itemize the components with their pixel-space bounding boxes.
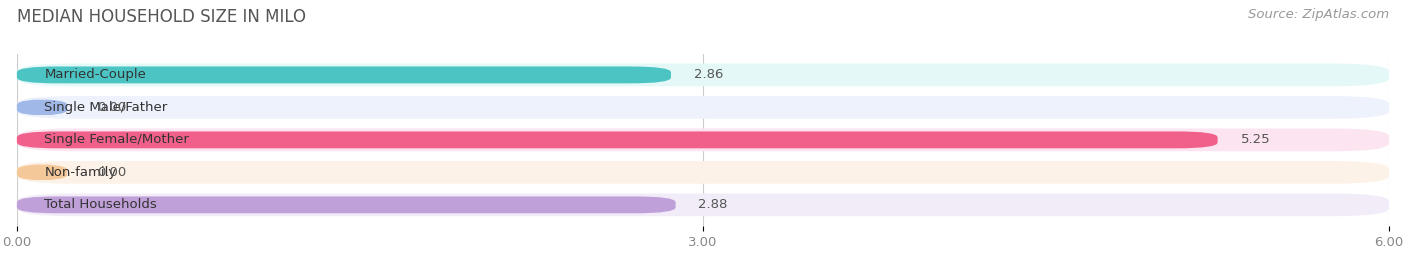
- FancyBboxPatch shape: [17, 66, 671, 83]
- Text: MEDIAN HOUSEHOLD SIZE IN MILO: MEDIAN HOUSEHOLD SIZE IN MILO: [17, 8, 307, 26]
- Text: 0.00: 0.00: [97, 101, 127, 114]
- FancyBboxPatch shape: [17, 164, 67, 181]
- FancyBboxPatch shape: [17, 161, 1389, 184]
- Text: Non-family: Non-family: [45, 166, 117, 179]
- Text: 2.88: 2.88: [699, 198, 728, 211]
- FancyBboxPatch shape: [17, 193, 1389, 216]
- Text: Single Female/Mother: Single Female/Mother: [45, 133, 190, 146]
- FancyBboxPatch shape: [17, 129, 1389, 151]
- Text: Total Households: Total Households: [45, 198, 157, 211]
- FancyBboxPatch shape: [17, 196, 675, 213]
- FancyBboxPatch shape: [17, 63, 1389, 86]
- Text: 5.25: 5.25: [1240, 133, 1270, 146]
- FancyBboxPatch shape: [17, 99, 67, 116]
- Text: Single Male/Father: Single Male/Father: [45, 101, 167, 114]
- Text: 0.00: 0.00: [97, 166, 127, 179]
- Text: 2.86: 2.86: [693, 68, 723, 82]
- FancyBboxPatch shape: [17, 132, 1218, 148]
- FancyBboxPatch shape: [17, 96, 1389, 119]
- Text: Source: ZipAtlas.com: Source: ZipAtlas.com: [1249, 8, 1389, 21]
- Text: Married-Couple: Married-Couple: [45, 68, 146, 82]
